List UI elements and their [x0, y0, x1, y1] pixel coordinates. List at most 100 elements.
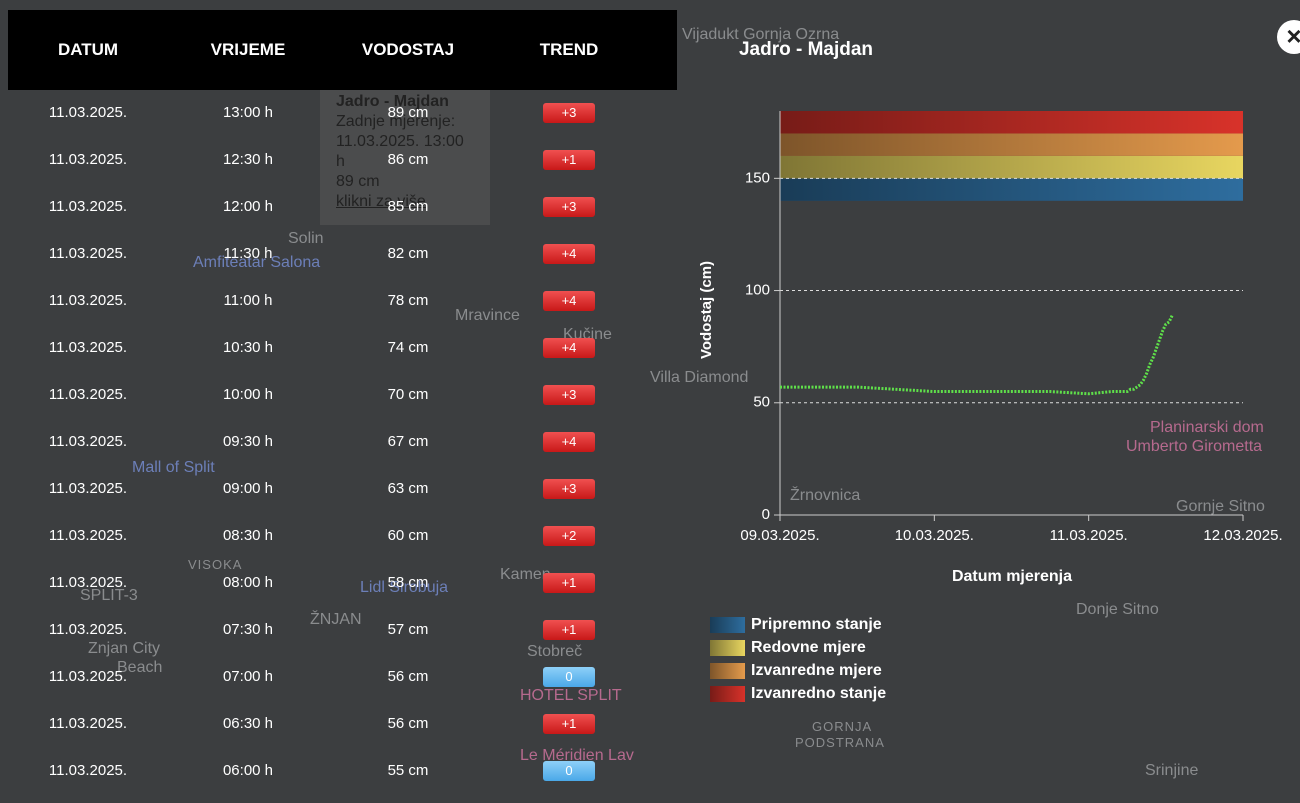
- table-cell: 09:00 h: [222, 480, 274, 497]
- table-cell: 11:00 h: [223, 292, 273, 309]
- table-cell: 08:30 h: [222, 527, 274, 544]
- table-cell: 82 cm: [387, 245, 429, 262]
- table-cell: 11.03.2025.: [48, 339, 128, 356]
- trend-badge: +1: [543, 573, 595, 593]
- table-cell: 57 cm: [387, 621, 429, 638]
- map-label: Žrnovnica: [790, 487, 861, 504]
- y-tick-label: 50: [753, 394, 770, 411]
- popup-title: Jadro - Majdan: [336, 93, 449, 110]
- table-cell: 78 cm: [387, 292, 429, 309]
- popup-line: 11.03.2025. 13:00 h: [336, 133, 464, 170]
- x-tick-label: 11.03.2025.: [1050, 527, 1128, 544]
- table-cell: 12:30 h: [222, 151, 274, 168]
- legend-swatch-shade: [710, 617, 745, 633]
- trend-badge: 0: [543, 667, 595, 687]
- table-cell: 58 cm: [387, 574, 429, 591]
- column-header: DATUM: [57, 40, 119, 59]
- table-cell: 08:00 h: [222, 574, 274, 591]
- table-cell: 11.03.2025.: [48, 762, 128, 779]
- band-shade: [780, 111, 1243, 134]
- map-label: Villa Diamond: [650, 369, 749, 386]
- popup-line: Zadnje mjerenje:: [336, 113, 456, 130]
- table-cell: 63 cm: [387, 480, 429, 497]
- table-cell: 70 cm: [387, 386, 429, 403]
- table-cell: 10:30 h: [222, 339, 274, 356]
- table-cell: 56 cm: [387, 715, 429, 732]
- trend-badge: +1: [543, 714, 595, 734]
- table-cell: 07:00 h: [222, 668, 274, 685]
- table-cell: 09:30 h: [222, 433, 274, 450]
- close-button[interactable]: ×: [1277, 20, 1300, 54]
- column-header: VODOSTAJ: [361, 40, 455, 59]
- table-cell: 74 cm: [387, 339, 429, 356]
- table-cell: 06:00 h: [222, 762, 274, 779]
- table-cell: 11.03.2025.: [48, 527, 128, 544]
- legend-label: Pripremno stanje: [751, 616, 882, 633]
- map-label: Gornje Sitno: [1176, 498, 1265, 515]
- popup-link[interactable]: klikni za više: [336, 193, 426, 210]
- table-cell: 11.03.2025.: [48, 245, 128, 262]
- table-cell: 11.03.2025.: [48, 480, 128, 497]
- map-label: Srinjine: [1145, 762, 1199, 779]
- map-label: Znjan City: [88, 640, 161, 657]
- table-cell: 12:00 h: [222, 198, 274, 215]
- table-cell: 11.03.2025.: [48, 715, 128, 732]
- table-cell: 11.03.2025.: [48, 621, 128, 638]
- table-cell: 11.03.2025.: [48, 668, 128, 685]
- map-label: Solin: [288, 230, 324, 247]
- map-label: Stobreč: [527, 643, 583, 660]
- trend-badge: +3: [543, 385, 595, 405]
- legend-label: Izvanredne mjere: [751, 662, 882, 679]
- band-shade: [780, 155, 1243, 179]
- map-label: Vijadukt Gornja Ozrna: [682, 26, 840, 43]
- x-tick-label: 09.03.2025.: [740, 527, 819, 544]
- table-cell: 11.03.2025.: [48, 386, 128, 403]
- table-cell: 55 cm: [387, 762, 429, 779]
- table-cell: 60 cm: [387, 527, 429, 544]
- map-label: Umberto Girometta: [1126, 438, 1263, 455]
- map-label: Beach: [117, 659, 163, 676]
- table-cell: 11.03.2025.: [48, 104, 128, 121]
- trend-badge: 0: [543, 761, 595, 781]
- popup-line: 89 cm: [336, 173, 380, 190]
- table-cell: 10:00 h: [222, 386, 274, 403]
- legend-swatch-shade: [710, 663, 745, 679]
- legend-label: Izvanredno stanje: [751, 685, 886, 702]
- trend-badge: +4: [543, 432, 595, 452]
- y-tick-label: 100: [745, 282, 770, 299]
- column-header: TREND: [539, 40, 599, 59]
- map-label: Lidl Sirobuja: [360, 579, 449, 596]
- table-cell: 89 cm: [387, 104, 429, 121]
- table-cell: 56 cm: [387, 668, 429, 685]
- x-axis-label: Datum mjerenja: [952, 568, 1072, 585]
- chart: Jadro - Majdan Datum mjerenja Vodostaj (…: [698, 39, 1283, 702]
- x-tick-label: 12.03.2025.: [1203, 527, 1282, 544]
- legend-swatch-shade: [710, 686, 745, 702]
- map-label: Le Méridien Lav: [520, 747, 634, 764]
- table-cell: 11.03.2025.: [48, 433, 128, 450]
- x-tick-label: 10.03.2025.: [895, 527, 974, 544]
- map-label: Mravince: [455, 307, 520, 324]
- map-label: PODSTRANA: [795, 735, 885, 750]
- map-label: ŽNJAN: [310, 611, 362, 628]
- y-axis-label: Vodostaj (cm): [698, 261, 715, 359]
- map-label: VISOKA: [188, 557, 243, 572]
- table-cell: 11.03.2025.: [48, 151, 128, 168]
- table-cell: 06:30 h: [222, 715, 274, 732]
- y-tick-label: 0: [762, 506, 770, 523]
- y-tick-label: 150: [745, 169, 770, 186]
- data-line: [780, 314, 1174, 396]
- map-label: SPLIT-3: [80, 587, 138, 604]
- band-shade: [780, 178, 1243, 201]
- table-header: DATUM VRIJEME VODOSTAJ TREND: [8, 10, 677, 90]
- column-header: VRIJEME: [210, 40, 286, 59]
- table-cell: 67 cm: [387, 433, 429, 450]
- chart-title: Jadro - Majdan: [739, 39, 873, 60]
- table-cell: 85 cm: [387, 198, 429, 215]
- band-shade: [780, 133, 1243, 156]
- table-cell: 13:00 h: [222, 104, 274, 121]
- map-label: HOTEL SPLIT: [520, 687, 622, 704]
- map-label: Kamen: [500, 566, 551, 583]
- legend-swatch-shade: [710, 640, 745, 656]
